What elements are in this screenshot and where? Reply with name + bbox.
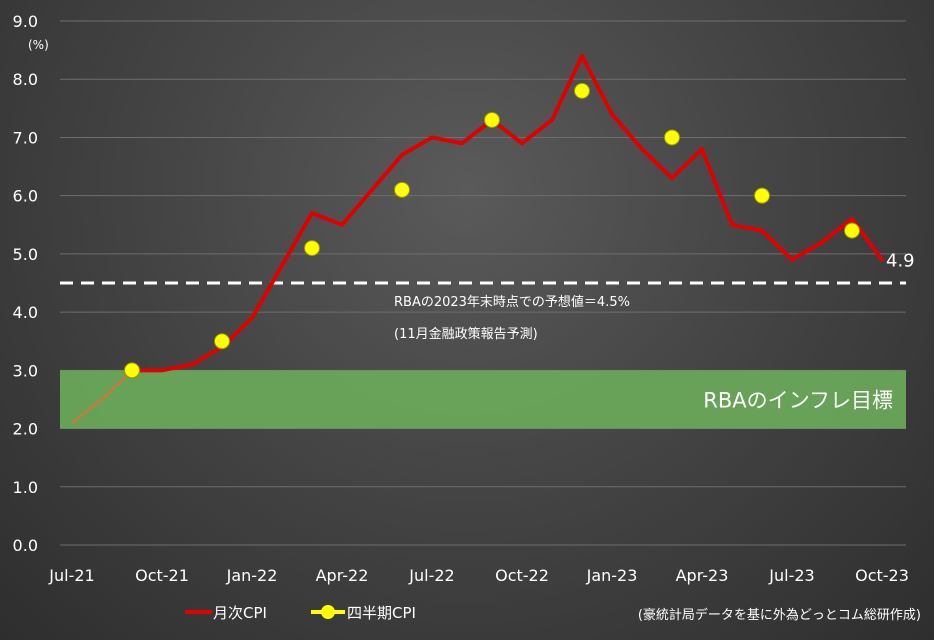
x-tick-label: Jul-21 <box>48 566 94 585</box>
quarterly-cpi-marker <box>214 333 230 350</box>
y-tick-label: 7.0 <box>13 128 38 147</box>
x-tick-label: Oct-21 <box>135 566 189 585</box>
series-group: 4.9 <box>71 53 915 424</box>
y-tick-label: 4.0 <box>13 303 38 322</box>
legend-quarterly-marker <box>321 605 335 619</box>
x-tick-label: Oct-22 <box>495 566 549 585</box>
x-tick-label: Jan-22 <box>226 566 278 585</box>
quarterly-cpi-marker <box>394 181 410 198</box>
y-axis: 0.0 1.0 2.0 3.0 4.0 5.0 6.0 7.0 8.0 9.0 (%) <box>13 12 49 555</box>
y-tick-label: 5.0 <box>13 245 38 264</box>
target-band: RBAのインフレ目標 <box>60 370 906 429</box>
source-note: (豪統計局データを基に外為どっとコム総研作成) <box>638 607 921 623</box>
monthly-cpi-line-early <box>71 369 133 424</box>
quarterly-cpi-marker <box>484 111 500 128</box>
forecast-group: RBAの2023年末時点での予想値＝4.5% (11月金融政策報告予測) <box>60 281 906 342</box>
legend-monthly-label: 月次CPI <box>213 604 267 622</box>
monthly-cpi-line <box>130 53 884 373</box>
y-tick-label: 1.0 <box>13 478 38 497</box>
forecast-label: RBAの2023年末時点での予想値＝4.5% <box>394 294 630 310</box>
y-unit-label: (%) <box>28 38 49 52</box>
y-tick-label: 6.0 <box>13 187 38 206</box>
y-tick-label: 9.0 <box>13 12 38 31</box>
quarterly-cpi-marker <box>124 362 140 379</box>
target-band-rect <box>60 370 906 429</box>
x-axis: Jul-21 Oct-21 Jan-22 Apr-22 Jul-22 Oct-22 Jan-… <box>48 566 909 585</box>
quarterly-cpi-marker <box>754 187 770 204</box>
forecast-sublabel: (11月金融政策報告予測) <box>394 326 538 342</box>
y-tick-label: 8.0 <box>13 70 38 89</box>
x-tick-label: Oct-23 <box>855 566 909 585</box>
target-band-label: RBAのインフレ目標 <box>703 388 893 412</box>
y-tick-label: 0.0 <box>13 536 38 555</box>
x-tick-label: Jul-23 <box>768 566 814 585</box>
last-value-label: 4.9 <box>886 251 915 272</box>
x-tick-label: Jul-22 <box>408 566 454 585</box>
quarterly-cpi-marker <box>574 82 590 99</box>
legend-quarterly-label: 四半期CPI <box>347 604 416 622</box>
y-tick-label: 2.0 <box>13 420 38 439</box>
y-tick-label: 3.0 <box>13 361 38 380</box>
legend: 月次CPI 四半期CPI (豪統計局データを基に外為どっとコム総研作成) <box>185 604 921 623</box>
quarterly-cpi-marker <box>664 129 680 146</box>
x-tick-label: Apr-23 <box>676 566 729 585</box>
x-tick-label: Jan-23 <box>586 566 638 585</box>
quarterly-cpi-marker <box>304 240 320 257</box>
x-tick-label: Apr-22 <box>316 566 369 585</box>
quarterly-cpi-marker <box>844 222 860 239</box>
